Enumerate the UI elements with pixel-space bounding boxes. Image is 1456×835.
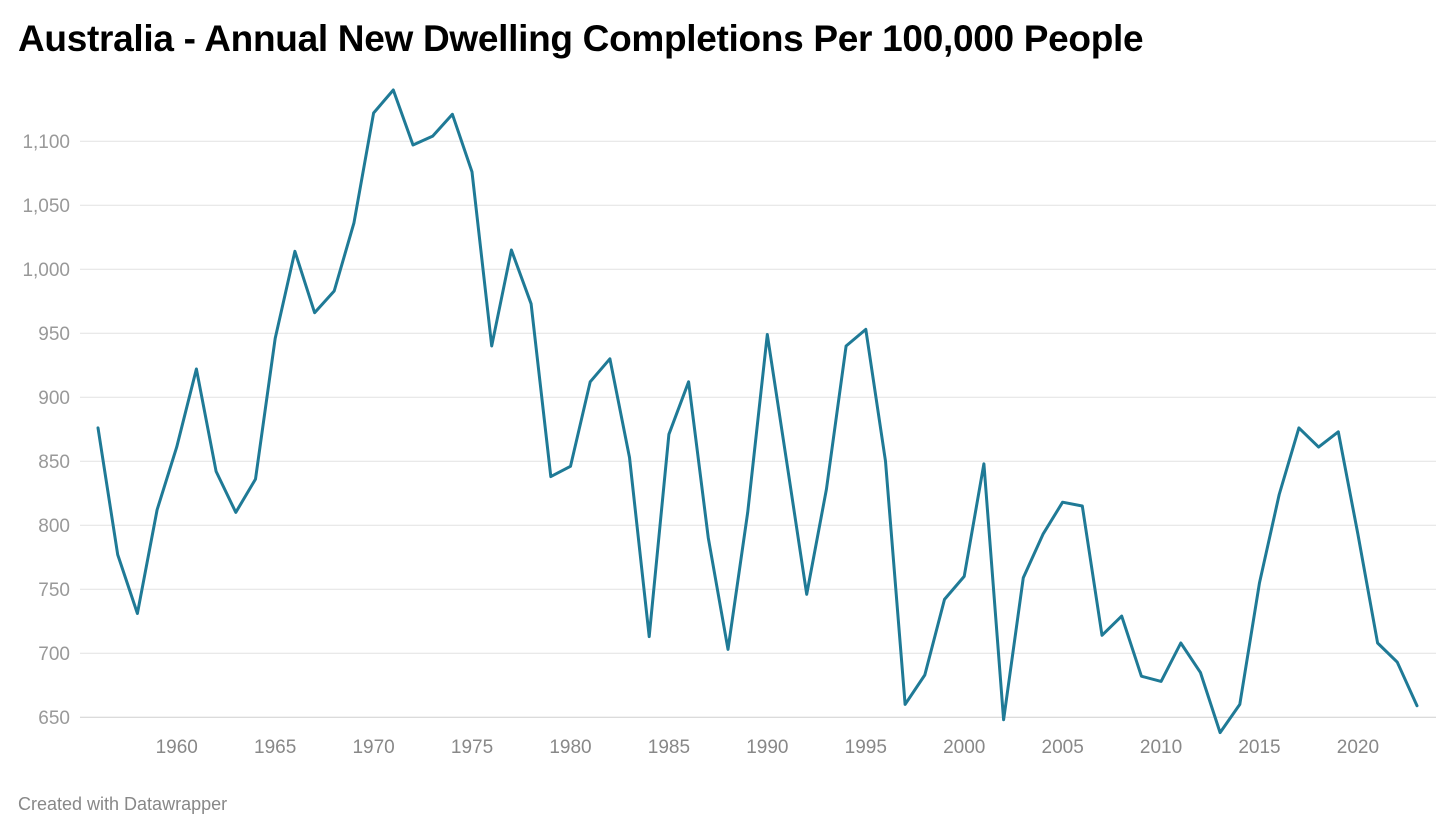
- data-point[interactable]: [606, 355, 614, 363]
- data-point[interactable]: [941, 595, 949, 603]
- y-tick-label: 800: [38, 516, 70, 537]
- x-tick-label: 2010: [1140, 737, 1182, 758]
- data-point[interactable]: [921, 671, 929, 679]
- data-point[interactable]: [173, 443, 181, 451]
- data-point[interactable]: [783, 460, 791, 468]
- data-point[interactable]: [232, 508, 240, 516]
- data-point[interactable]: [311, 309, 319, 317]
- data-point[interactable]: [586, 378, 594, 386]
- data-point[interactable]: [763, 330, 771, 338]
- data-point[interactable]: [1374, 639, 1382, 647]
- data-point[interactable]: [1137, 672, 1145, 680]
- x-tick-label: 1975: [451, 737, 493, 758]
- data-point[interactable]: [488, 342, 496, 350]
- data-point[interactable]: [271, 334, 279, 342]
- x-tick-label: 1965: [254, 737, 296, 758]
- data-point[interactable]: [133, 610, 141, 618]
- data-point[interactable]: [881, 457, 889, 465]
- data-point[interactable]: [1059, 498, 1067, 506]
- data-point[interactable]: [1019, 574, 1027, 582]
- data-point[interactable]: [1177, 639, 1185, 647]
- y-tick-label: 1,100: [22, 132, 70, 153]
- series-layer: [94, 86, 1421, 737]
- data-point[interactable]: [1078, 502, 1086, 510]
- credit-footer[interactable]: Created with Datawrapper: [18, 794, 228, 814]
- y-tick-label: 1,050: [22, 196, 70, 217]
- data-point[interactable]: [960, 572, 968, 580]
- y-tick-label: 900: [38, 388, 70, 409]
- data-point[interactable]: [1275, 490, 1283, 498]
- data-point[interactable]: [822, 485, 830, 493]
- x-tick-label: 2020: [1337, 737, 1379, 758]
- data-point[interactable]: [1334, 428, 1342, 436]
- data-point[interactable]: [626, 453, 634, 461]
- x-tick-label: 1985: [648, 737, 690, 758]
- y-tick-label: 700: [38, 644, 70, 665]
- x-tick-label: 2015: [1238, 737, 1280, 758]
- data-point[interactable]: [429, 132, 437, 140]
- data-point[interactable]: [153, 506, 161, 514]
- y-tick-label: 750: [38, 580, 70, 601]
- y-tick-label: 950: [38, 324, 70, 345]
- data-point[interactable]: [94, 424, 102, 432]
- data-point[interactable]: [1196, 668, 1204, 676]
- data-point[interactable]: [1118, 612, 1126, 620]
- data-point[interactable]: [744, 508, 752, 516]
- x-tick-label: 2005: [1042, 737, 1084, 758]
- data-point[interactable]: [448, 110, 456, 118]
- data-point[interactable]: [114, 551, 122, 559]
- data-point[interactable]: [1295, 424, 1303, 432]
- data-point[interactable]: [1413, 702, 1421, 710]
- x-tick-label: 2000: [943, 737, 985, 758]
- data-point[interactable]: [527, 300, 535, 308]
- x-tick-label: 1980: [549, 737, 591, 758]
- data-point[interactable]: [1354, 530, 1362, 538]
- data-point[interactable]: [251, 475, 259, 483]
- series-line[interactable]: [96, 88, 1419, 735]
- data-point[interactable]: [724, 645, 732, 653]
- data-point[interactable]: [685, 378, 693, 386]
- data-point[interactable]: [1098, 631, 1106, 639]
- x-axis-ticks: 1960 1965 1970 1975 1980 1985 1990 1995 2000 2005…: [156, 737, 1379, 758]
- data-point[interactable]: [389, 86, 397, 94]
- data-point[interactable]: [645, 633, 653, 641]
- data-point[interactable]: [1315, 443, 1323, 451]
- data-point[interactable]: [1039, 530, 1047, 538]
- data-point[interactable]: [1157, 677, 1165, 685]
- x-tick-label: 1990: [746, 737, 788, 758]
- data-point[interactable]: [409, 141, 417, 149]
- data-point[interactable]: [665, 430, 673, 438]
- data-point[interactable]: [704, 534, 712, 542]
- y-axis-ticks: 650 700 750 800 850 900 950 1,000 1,050 1,100: [22, 132, 70, 729]
- data-point[interactable]: [566, 462, 574, 470]
- grid-layer: [80, 140, 1436, 718]
- x-tick-label: 1970: [352, 737, 394, 758]
- data-point[interactable]: [468, 168, 476, 176]
- y-tick-label: 1,000: [22, 260, 70, 281]
- chart-title: Australia - Annual New Dwelling Completi…: [18, 18, 1144, 59]
- data-point[interactable]: [291, 247, 299, 255]
- data-point[interactable]: [1256, 579, 1264, 587]
- data-point[interactable]: [803, 590, 811, 598]
- data-point[interactable]: [350, 219, 358, 227]
- data-point[interactable]: [212, 467, 220, 475]
- x-tick-label: 1995: [845, 737, 887, 758]
- data-point[interactable]: [1393, 658, 1401, 666]
- data-point[interactable]: [1236, 700, 1244, 708]
- data-point[interactable]: [547, 473, 555, 481]
- data-point[interactable]: [1216, 729, 1224, 737]
- data-point[interactable]: [980, 460, 988, 468]
- y-tick-label: 850: [38, 452, 70, 473]
- data-point[interactable]: [507, 246, 515, 254]
- data-point[interactable]: [1000, 716, 1008, 724]
- data-point[interactable]: [842, 342, 850, 350]
- data-point[interactable]: [901, 700, 909, 708]
- x-tick-label: 1960: [156, 737, 198, 758]
- data-point[interactable]: [370, 109, 378, 117]
- data-point[interactable]: [330, 287, 338, 295]
- data-point[interactable]: [862, 325, 870, 333]
- y-tick-label: 650: [38, 708, 70, 729]
- data-point[interactable]: [192, 365, 200, 373]
